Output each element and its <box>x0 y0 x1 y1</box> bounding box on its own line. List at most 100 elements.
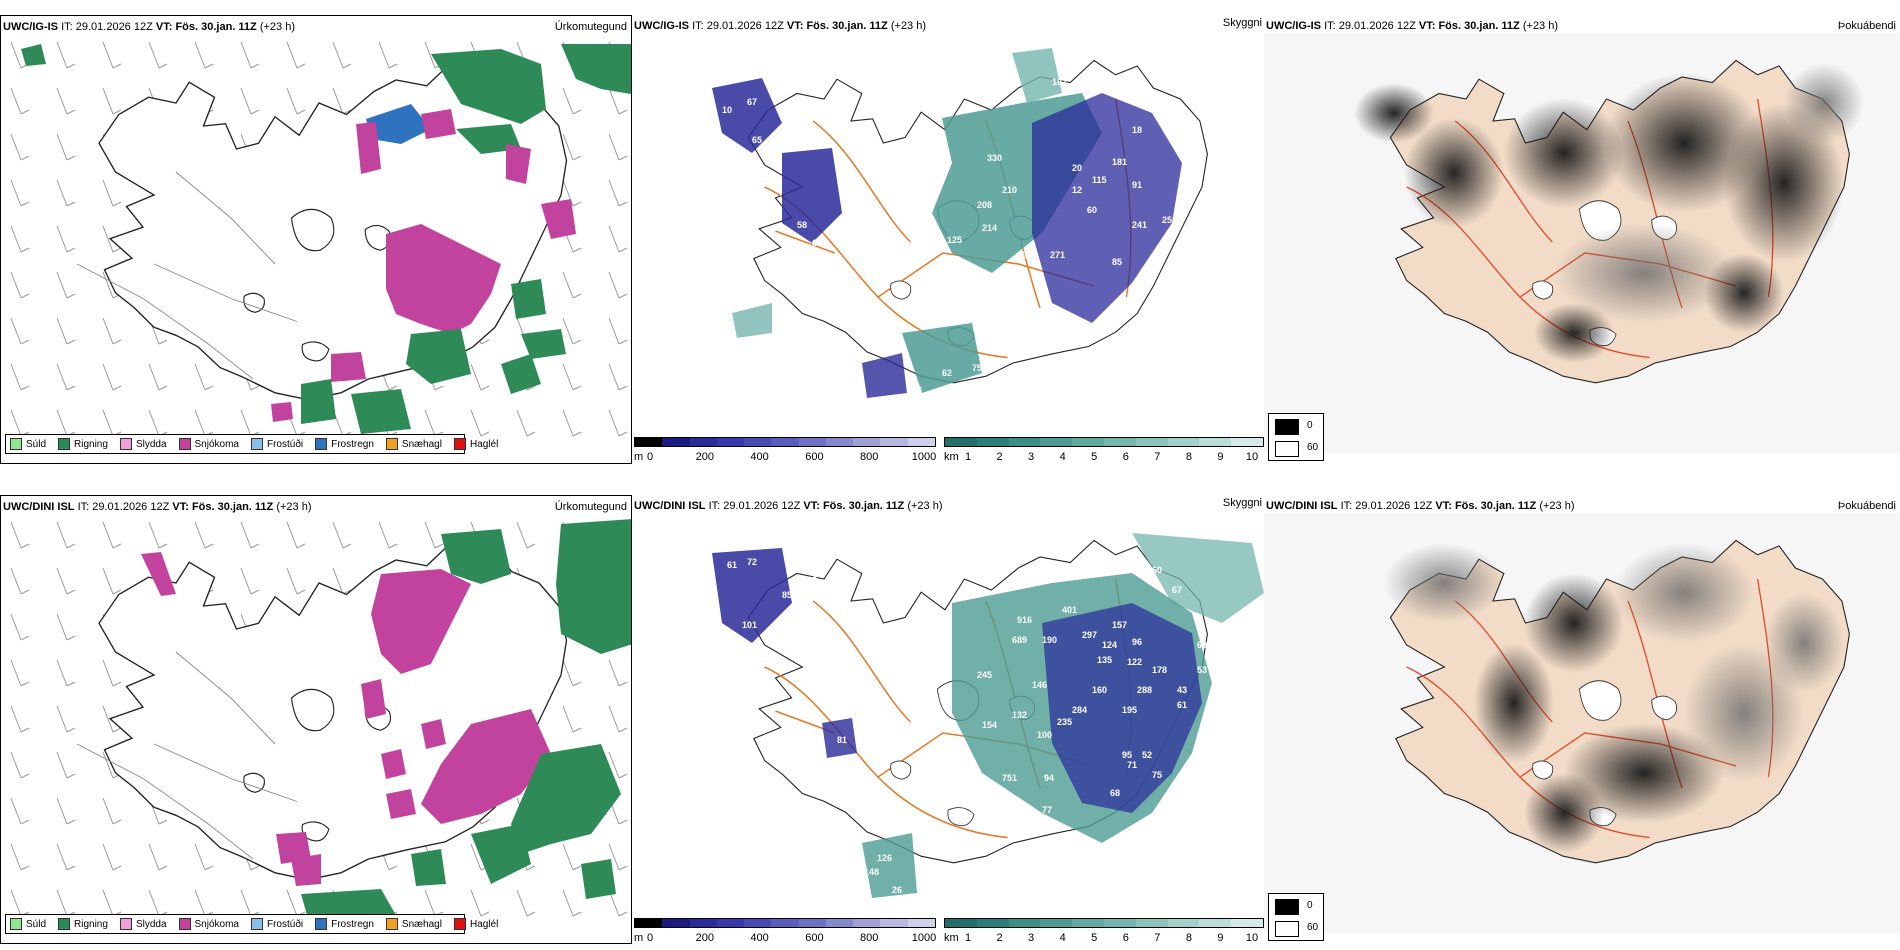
precip-legend-item: Frostregn <box>315 438 374 450</box>
colorbar-segment <box>635 919 663 927</box>
legend-swatch <box>250 918 263 930</box>
colorbar-segment <box>976 919 1009 927</box>
colorbar-segment <box>1072 438 1104 446</box>
fog-legend-swatch-0 <box>1275 899 1299 915</box>
colorbar-segment <box>853 919 881 927</box>
vis-label: 81 <box>837 735 847 745</box>
visibility-header-top: UWC/IG-IS IT: 29.01.2026 12Z VT: Fös. 30… <box>634 20 927 32</box>
vis-label: 123 <box>1062 317 1077 327</box>
precip-legend-item: Slydda <box>119 918 167 930</box>
precip-legend-item: Frostregn <box>315 918 374 930</box>
vis-label: 181 <box>1112 157 1127 167</box>
colorbar-segment <box>1231 438 1263 446</box>
legend-swatch <box>385 438 398 450</box>
vis-label: 99 <box>1022 250 1032 260</box>
colorbar-tick: 7 <box>1154 451 1161 463</box>
colorbar-tick: 0 <box>646 932 654 944</box>
vis-label: 20 <box>1072 163 1082 173</box>
vis-label: 178 <box>1152 665 1167 675</box>
colorbar-segment <box>1072 919 1104 927</box>
vis-label: 61 <box>1177 700 1187 710</box>
precip-legend-item: Haglél <box>453 918 498 930</box>
fog-header-top: UWC/IG-IS IT: 29.01.2026 12Z VT: Fös. 30… <box>1266 20 1559 32</box>
colorbar-segment <box>1231 919 1263 927</box>
colorbar-tick: 200 <box>695 451 714 463</box>
colorbar-segment <box>635 438 663 446</box>
colorbar-segment <box>689 919 717 927</box>
fog-legend-label: 0 <box>1307 900 1313 911</box>
vis-label: 241 <box>1132 220 1147 230</box>
colorbar-tick: 9 <box>1217 932 1224 944</box>
colorbar-unit: km <box>944 932 959 944</box>
legend-swatch <box>119 438 132 450</box>
fog-header-bottom: UWC/DINI ISL IT: 29.01.2026 12Z VT: Fös.… <box>1266 500 1575 512</box>
colorbar-unit: km <box>944 451 959 463</box>
colorbar-segment <box>798 438 826 446</box>
colorbar-tick: 9 <box>1217 451 1224 463</box>
precip-fields-top <box>21 44 631 434</box>
colorbar-tick: 800 <box>860 932 879 944</box>
vis-label: 56 <box>912 385 922 395</box>
distance-colorbar-ticks: km 1 2 3 4 5 6 7 8 9 10 <box>944 932 1262 946</box>
vis-label: 67 <box>1107 315 1117 325</box>
visibility-panel-top: UWC/IG-IS IT: 29.01.2026 12Z VT: Fös. 30… <box>632 15 1264 464</box>
vis-label: 214 <box>982 223 997 233</box>
vis-label: 751 <box>1002 773 1017 783</box>
precip-legend-item: Snjókoma <box>178 918 239 930</box>
colorbar-tick: 6 <box>1122 451 1129 463</box>
legend-swatch <box>315 918 328 930</box>
height-colorbar-top: m 0 200 400 600 800 1000 <box>634 437 936 467</box>
colorbar-segment <box>798 919 826 927</box>
vis-label: 37 <box>772 250 782 260</box>
vis-label: 195 <box>1122 705 1137 715</box>
vis-label: 148 <box>864 867 879 877</box>
legend-swatch <box>119 918 132 930</box>
vis-label: 98 <box>792 633 802 643</box>
height-colorbar-bar <box>634 437 936 447</box>
precip-legend-item: Snæhagl <box>385 438 442 450</box>
fog-panel-top: UWC/IG-IS IT: 29.01.2026 12Z VT: Fös. 30… <box>1264 15 1900 464</box>
vis-label: 76 <box>1172 273 1182 283</box>
colorbar-tick: 5 <box>1091 932 1098 944</box>
height-colorbar-bottom: m 0 200 400 600 800 1000 <box>634 918 936 948</box>
precip-panel-top: UWC/IG-IS IT: 29.01.2026 12Z VT: Fös. 30… <box>0 15 632 464</box>
vis-label: 48 <box>907 403 917 413</box>
vis-label: 67 <box>747 97 757 107</box>
legend-swatch <box>58 918 71 930</box>
legend-swatch <box>178 918 191 930</box>
vis-label: 65 <box>752 135 762 145</box>
vis-label: 297 <box>1082 630 1097 640</box>
precip-legend-item: Súld <box>10 918 46 930</box>
precip-map-top <box>1 34 631 454</box>
fog-title-top: Þokuábendi <box>1837 20 1896 32</box>
visibility-labels-top: 10 67 65 11 58 73 66 72 37 182 330 210 2… <box>722 77 1222 413</box>
vis-label: 43 <box>1177 685 1187 695</box>
colorbar-segment <box>771 919 799 927</box>
colorbar-tick: 4 <box>1059 932 1066 944</box>
fog-legend-label: 60 <box>1307 442 1319 453</box>
vis-label: 70 <box>1142 275 1152 285</box>
vis-label: 66 <box>812 238 822 248</box>
vis-label: 101 <box>742 620 757 630</box>
visibility-map-top: 10 67 65 11 58 73 66 72 37 182 330 210 2… <box>712 48 1222 413</box>
precip-header-bottom: UWC/DINI ISL IT: 29.01.2026 12Z VT: Fös.… <box>3 501 312 513</box>
vis-label: 284 <box>1072 705 1087 715</box>
vis-label: 105 <box>1102 355 1117 365</box>
vis-label: 77 <box>1042 805 1052 815</box>
vis-label: 245 <box>977 670 992 680</box>
vis-label: 67 <box>1172 585 1182 595</box>
colorbar-unit: m <box>634 932 644 944</box>
colorbar-tick: 6 <box>1122 932 1129 944</box>
colorbar-tick: 0 <box>646 451 654 463</box>
legend-swatch <box>250 438 263 450</box>
vis-label: 155 <box>1007 283 1022 293</box>
colorbar-segment <box>825 438 854 446</box>
colorbar-segment <box>853 438 881 446</box>
visibility-fields-top <box>712 48 1182 398</box>
colorbar-tick: 4 <box>1059 451 1066 463</box>
fog-legend-bottom: 0 60 <box>1268 893 1324 941</box>
vis-label: 115 <box>1092 175 1107 185</box>
colorbar-unit: m <box>634 451 644 463</box>
distance-colorbar-top: km 1 2 3 4 5 6 7 8 9 10 <box>944 437 1264 467</box>
fog-panel-bottom: UWC/DINI ISL IT: 29.01.2026 12Z VT: Fös.… <box>1264 495 1900 944</box>
